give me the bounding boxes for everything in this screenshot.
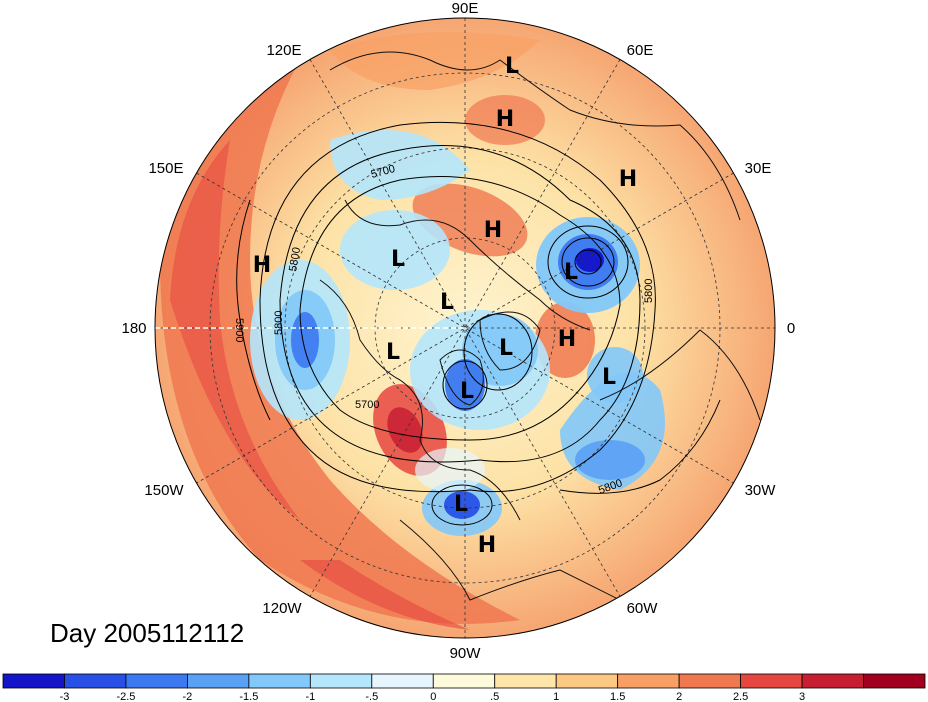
lon-label: 120E (266, 42, 301, 59)
colorbar-tick-label: -1 (305, 691, 315, 702)
lon-label: 150E (148, 160, 183, 177)
lon-label: 0 (787, 320, 795, 337)
colorbar-tick-label: 1 (553, 691, 559, 702)
colorbar-tick-label: -1.5 (239, 691, 258, 702)
low-center: L (440, 290, 454, 315)
colorbar-tick-label: -2.5 (116, 691, 135, 702)
colorbar-swatch (863, 673, 926, 689)
colorbar-tick-label: 3 (799, 691, 805, 702)
colorbar-swatch (248, 673, 311, 689)
contour-label: 5700 (355, 399, 379, 411)
colorbar-swatch (678, 673, 742, 689)
high-center: H (619, 167, 637, 192)
low-center: L (505, 54, 519, 79)
colorbar-swatch (309, 673, 373, 689)
colorbar-tick-label: -3 (60, 691, 70, 702)
colorbar-swatch (64, 673, 127, 689)
colorbar-swatch (740, 673, 803, 689)
colorbar-swatch (617, 673, 680, 689)
coastlines (319, 51, 761, 611)
lon-label: 60E (627, 42, 654, 59)
low-center: L (564, 260, 578, 285)
colorbar: -3 -2.5 -2 -1.5 -1 -.5 0 .5 1 1.5 2 2.5 3 (2, 673, 926, 702)
pressure-centers: L H H H H L L L L L L H L L H (253, 54, 637, 558)
colorbar-swatch (125, 673, 188, 689)
colorbar-tick-label: .5 (490, 691, 499, 702)
longitude-labels: 90E 60E 30E 0 30W 60W 90W 120W 150W 180 … (121, 0, 795, 662)
lon-label: 150W (144, 482, 184, 499)
colorbar-tick-label: 0 (430, 691, 436, 702)
lon-label: 30W (745, 482, 777, 499)
colorbar-swatch (494, 673, 557, 689)
map-title: Day 2005112112 (50, 618, 245, 648)
colorbar-swatch (371, 673, 434, 689)
height-contours (236, 121, 721, 526)
high-center: H (478, 533, 496, 558)
colorbar-swatch (555, 673, 619, 689)
high-center: H (558, 327, 576, 352)
colorbar-swatch (186, 673, 250, 689)
lon-label: 120W (262, 600, 302, 617)
lon-label: 60W (627, 600, 659, 617)
globe-outline (154, 17, 776, 639)
low-center: L (391, 247, 405, 272)
contour-label: 5800 (287, 246, 303, 272)
colorbar-swatch (432, 673, 496, 689)
anomaly-field (155, 18, 775, 638)
contour-label: 5900 (233, 318, 245, 342)
contour-label: 5800 (643, 279, 655, 303)
colorbar-tick-label: -2 (183, 691, 193, 702)
low-center: L (602, 365, 616, 390)
lon-label: 180 (121, 320, 146, 337)
high-center: H (253, 253, 271, 278)
low-center: L (499, 336, 513, 361)
colorbar-swatch (801, 673, 864, 689)
colorbar-swatch (2, 673, 65, 689)
contour-label: 5800 (273, 311, 285, 335)
lon-label: 90E (452, 0, 479, 17)
colorbar-tick-label: -.5 (365, 691, 378, 702)
colorbar-tick-label: 2.5 (733, 691, 748, 702)
low-center: L (454, 492, 468, 517)
lon-label: 30E (745, 160, 772, 177)
high-center: H (496, 107, 514, 132)
high-center: H (484, 218, 502, 243)
graticule (155, 18, 775, 638)
lon-label: 90W (450, 645, 482, 662)
low-center: L (386, 340, 400, 365)
low-center: L (460, 379, 474, 404)
colorbar-tick-label: 1.5 (610, 691, 625, 702)
colorbar-tick-label: 2 (676, 691, 682, 702)
